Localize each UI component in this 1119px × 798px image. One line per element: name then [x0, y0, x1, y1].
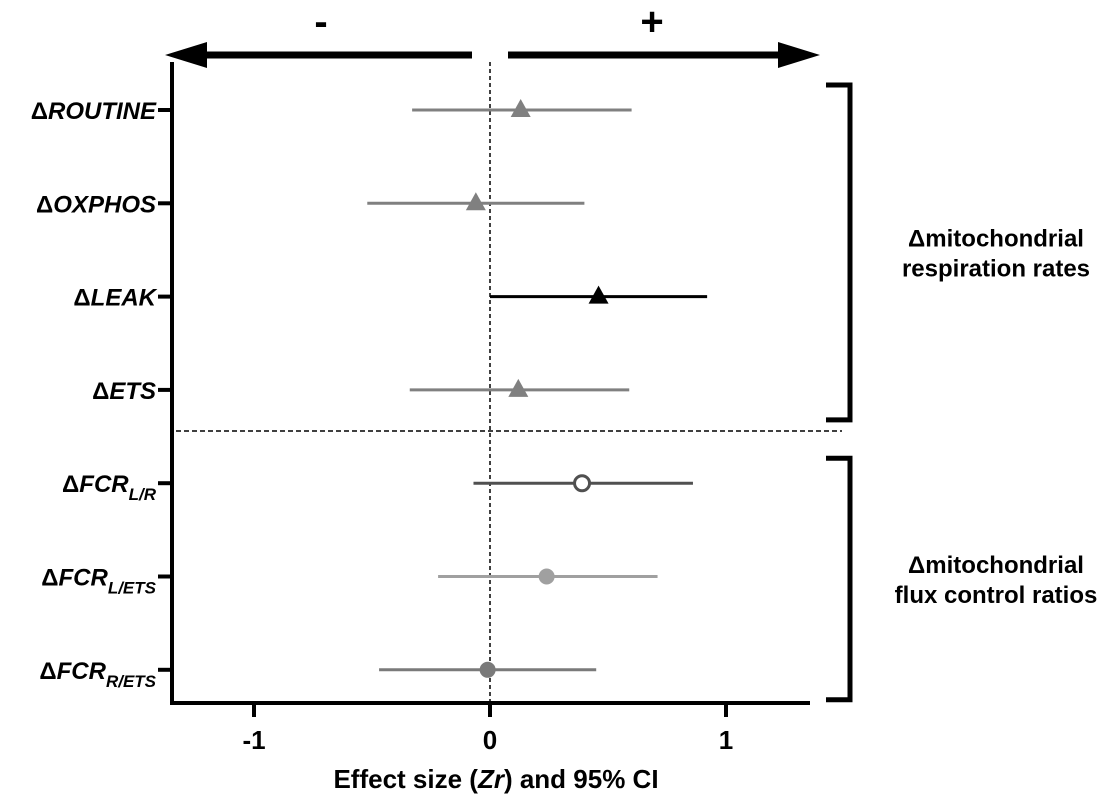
x-tick-label: 0 [483, 725, 497, 755]
estimate-marker [508, 378, 529, 397]
group-bracket [826, 455, 853, 703]
estimate-marker [573, 474, 592, 493]
group: Δmitochondrial respiration rates [826, 82, 1090, 423]
forest-row: ΔFCRL/R [62, 471, 693, 504]
x-axis-label-italic: Zr [477, 764, 506, 794]
row-label-name: ETS [109, 378, 156, 405]
row-label-delta: Δ [92, 378, 109, 405]
positive-direction-label: + [640, 0, 663, 44]
group-label-line: Δmitochondrial [908, 225, 1084, 252]
x-tick-label: -1 [242, 725, 265, 755]
negative-direction-label: - [314, 0, 327, 44]
row-label: ΔFCRL/R [62, 471, 157, 504]
forest-row: ΔFCRR/ETS [39, 658, 597, 691]
x-axis-label-suffix: ) and 95% CI [504, 764, 659, 794]
row-label-name: OXPHOS [53, 191, 156, 218]
row-label-name: ROUTINE [48, 98, 157, 125]
row-label: ΔOXPHOS [36, 191, 156, 218]
row-label-delta: Δ [41, 565, 58, 592]
group-label: Δmitochondrial respiration rates [902, 225, 1090, 282]
forest-rows: ΔROUTINEΔOXPHOSΔLEAKΔETSΔFCRL/RΔFCRL/ETS… [31, 98, 708, 691]
negative-direction-arrowhead [165, 42, 207, 68]
estimate-marker [538, 568, 555, 585]
group-brackets: Δmitochondrial respiration ratesΔmitochon… [826, 82, 1098, 703]
row-label-name: FCR [57, 658, 107, 685]
row-label-subscript: L/ETS [108, 579, 157, 598]
x-axis-ticks: -1 0 1 [242, 703, 733, 755]
row-label-name: FCR [59, 565, 109, 592]
x-axis-label-prefix: Effect size ( [333, 764, 478, 794]
row-label-subscript: R/ETS [106, 672, 157, 691]
row-label: ΔROUTINE [31, 98, 157, 125]
x-tick-label: 1 [719, 725, 733, 755]
group-label: Δmitochondrial flux control ratios [895, 552, 1098, 609]
estimate-marker [588, 285, 609, 304]
row-label-delta: Δ [39, 658, 56, 685]
positive-direction-arrowhead [778, 42, 820, 68]
row-label: ΔETS [92, 378, 156, 405]
direction-arrows: - + [165, 0, 820, 68]
row-label-delta: Δ [31, 98, 48, 125]
estimate-marker [510, 99, 531, 117]
group: Δmitochondrial flux control ratios [826, 455, 1098, 703]
estimate-marker [465, 192, 486, 211]
forest-row: ΔETS [92, 378, 630, 405]
group-label-line: respiration rates [902, 255, 1090, 282]
estimate-marker [479, 661, 496, 678]
forest-row: ΔLEAK [73, 285, 708, 312]
row-label-delta: Δ [62, 471, 79, 498]
row-label: ΔLEAK [73, 285, 157, 312]
group-label-line: flux control ratios [895, 582, 1098, 609]
row-label-delta: Δ [36, 191, 53, 218]
row-label: ΔFCRR/ETS [39, 658, 156, 691]
group-label-line: Δmitochondrial [908, 552, 1084, 579]
forest-row: ΔOXPHOS [36, 191, 585, 218]
row-label-subscript: L/R [129, 485, 157, 504]
forest-row: ΔROUTINE [31, 98, 632, 125]
row-label-delta: Δ [73, 285, 90, 312]
forest-row: ΔFCRL/ETS [41, 565, 658, 598]
x-axis-label: Effect size (Zr) and 95% CI [333, 764, 658, 794]
row-label-name: LEAK [91, 285, 158, 312]
row-label-name: FCR [79, 471, 129, 498]
row-label: ΔFCRL/ETS [41, 565, 156, 598]
group-bracket [826, 82, 853, 423]
